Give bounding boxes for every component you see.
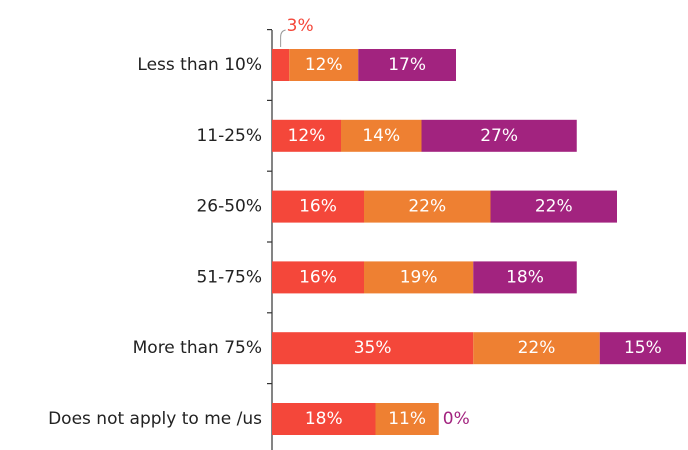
bar-segment — [272, 261, 364, 294]
bar-segment — [272, 49, 290, 81]
value-label: 16% — [299, 267, 337, 287]
bar-segment — [341, 119, 422, 152]
bar-segment — [375, 403, 439, 435]
value-label: 12% — [288, 126, 326, 146]
value-label: 14% — [362, 126, 400, 146]
value-label: 18% — [506, 267, 544, 287]
bar-segment — [473, 332, 600, 365]
value-label: 17% — [388, 55, 426, 75]
bar-segment — [272, 332, 474, 365]
value-label: 18% — [305, 409, 343, 429]
bar-segment — [272, 190, 364, 223]
value-label: 19% — [400, 267, 438, 287]
value-label: 3% — [287, 16, 314, 36]
category-label: Does not apply to me /us — [48, 409, 262, 429]
bar-segment — [272, 119, 341, 152]
bar-segment — [289, 49, 359, 81]
bar-segment — [490, 190, 617, 223]
bar-segment — [364, 261, 474, 294]
bar-segment — [272, 403, 376, 435]
value-label: 0% — [443, 409, 470, 429]
bar-segment — [421, 119, 577, 152]
category-label: 26-50% — [196, 197, 262, 217]
bar-segment — [364, 190, 491, 223]
bar-segment — [473, 261, 577, 294]
bar-segment — [599, 332, 686, 365]
value-label: 22% — [535, 197, 573, 217]
bar-segment — [358, 49, 456, 81]
category-label: Less than 10% — [137, 55, 262, 75]
value-label: 27% — [480, 126, 518, 146]
value-label: 11% — [388, 409, 426, 429]
category-label: More than 75% — [133, 338, 262, 358]
value-label: 22% — [518, 338, 556, 358]
value-label: 12% — [305, 55, 343, 75]
category-label: 11-25% — [196, 126, 262, 146]
value-label: 16% — [299, 197, 337, 217]
value-label: 15% — [624, 338, 662, 358]
category-label: 51-75% — [196, 267, 262, 287]
label-leader — [280, 29, 286, 47]
value-label: 35% — [354, 338, 392, 358]
value-label: 22% — [408, 197, 446, 217]
